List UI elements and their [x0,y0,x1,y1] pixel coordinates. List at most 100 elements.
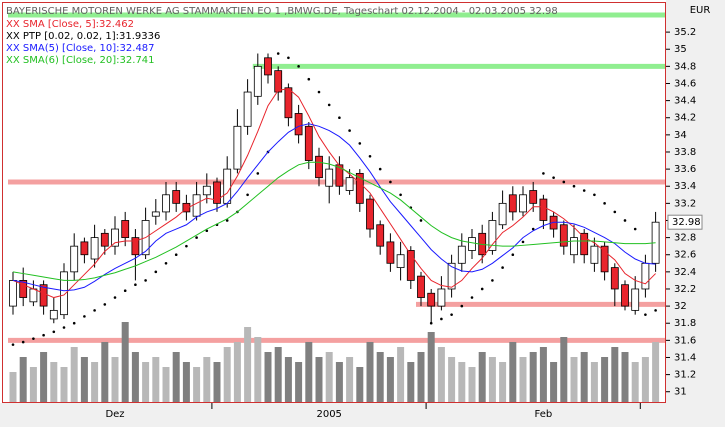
sar-dot [572,184,576,188]
volume-bar [162,367,170,402]
y-tick-label: 32.8 [674,233,696,244]
volume-bar [203,357,211,402]
sar-dot [21,340,25,344]
volume-bar [223,347,231,402]
sar-dot [338,116,341,120]
sar-dot [297,65,300,68]
y-tick-label: 32.2 [674,284,696,295]
candle-body [131,237,140,256]
candle-body [111,228,119,247]
volume-bar [264,352,272,402]
sar-dot [450,313,453,316]
legend: BAYERISCHE MOTOREN WERKE AG STAMMAKTIEN … [6,6,558,66]
volume-bar [580,352,588,402]
sar-dot [287,56,290,60]
sar-dot [307,77,311,81]
volume-bar [652,342,660,402]
candle-body [345,177,354,191]
sar-dot [480,287,484,291]
candle-body [100,232,109,247]
y-tick-label: 33.4 [674,181,696,192]
y-tick-label: 34 [674,130,687,141]
volume-bar [601,357,609,402]
volume-bar [631,362,639,402]
volume-bar [356,367,364,402]
sar-dot [389,180,392,184]
candle-body [243,91,252,127]
candle-body [437,288,446,307]
sar-dot [195,236,198,239]
sar-dot [154,270,158,274]
y-tick-label: 31.4 [674,352,696,363]
sar-dot [613,210,617,214]
sar-dot [582,189,586,192]
volume-bar [233,342,241,402]
volume-bar [539,347,547,402]
sar-dot [348,129,351,132]
candle-body [355,172,364,204]
candle-body [508,194,517,213]
y-tick-label: 31.2 [674,370,696,381]
y-tick-label: 32 [674,301,687,312]
sar-dot [164,261,168,265]
candle-body [29,288,38,303]
sar-dot [134,283,137,286]
sar-dot [246,193,249,197]
sar-dot [531,227,535,231]
sar-dot [225,219,229,222]
currency: EUR [690,5,711,16]
volume-bar [70,347,78,402]
candle-body [151,211,160,217]
sar-dot [623,219,627,222]
sar-dot [440,317,443,321]
volume-bar [131,352,139,402]
x-tick-label: Dez [105,409,124,420]
y-tick-label: 34.4 [674,96,696,107]
candle-body [580,232,589,256]
candle-body [498,202,507,226]
y-tick-label: 33.6 [674,164,696,175]
y-tick-label: 31.8 [674,318,696,329]
volume-bar [437,347,445,402]
sar-dot [470,296,474,299]
sar-dot [256,172,260,175]
indicator-line [12,161,656,281]
sar-dot [123,289,127,292]
last-price-box [667,214,703,230]
legend-entry: XX SMA(6) [Close, 20]:32.741 [6,55,155,66]
candle-body [600,245,609,273]
candle-body [631,288,640,311]
y-tick-label: 32.4 [674,267,696,278]
candle-body [570,237,578,256]
candle-body [621,284,629,307]
y-tick-label: 34.8 [674,61,696,72]
sar-dot [429,321,433,325]
sar-dot [52,330,56,334]
candle-body [610,267,619,290]
candle-body [447,262,456,290]
x-tick-label: Feb [535,409,553,420]
sar-dot [562,180,566,184]
volume-bar [172,352,180,402]
last-price-label: 32.98 [672,217,701,228]
sar-dot [144,279,147,282]
volume-bar [448,357,456,402]
candle-body [213,181,221,204]
sar-dot [276,52,280,55]
volume-bar [560,337,568,402]
sar-dot [378,167,382,171]
volume-bar [488,357,496,402]
volume-bar [407,362,415,402]
candle-body [590,245,599,264]
volume-bar [590,362,598,402]
volume-bar [29,367,37,402]
candle-body [304,125,313,161]
sar-dot [113,296,117,299]
volume-bar [40,352,48,402]
volume-bar [101,342,109,402]
volume-bar [427,332,435,402]
sar-dot [103,303,107,306]
sar-dot [644,313,647,316]
y-tick-label: 32.6 [674,250,696,261]
volume-bar [519,357,527,402]
